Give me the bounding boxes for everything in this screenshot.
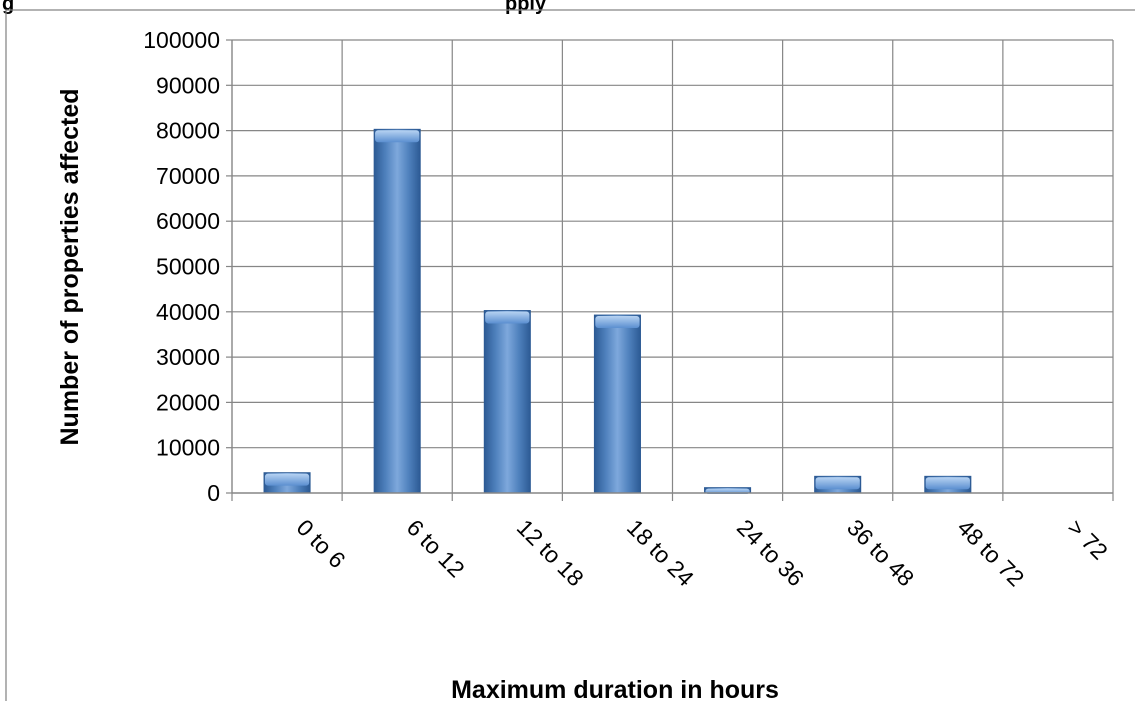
bar [373, 128, 421, 494]
gridlines [232, 39, 1114, 493]
chart-border [5, 9, 1135, 701]
bar-body [593, 314, 641, 494]
y-tick-label: 50000 [156, 254, 220, 280]
y-tick-label: 90000 [156, 72, 220, 98]
bar-cap [925, 477, 970, 490]
bar [814, 475, 862, 494]
x-tick-label: 48 to 72 [952, 514, 1029, 591]
bar-cap [595, 315, 640, 328]
y-tick-label: 10000 [156, 435, 220, 461]
y-axis-ticks: 0 10000 20000 30000 40000 50000 60000 70000 8000… [143, 27, 232, 506]
bar [924, 475, 972, 494]
bar-cap [485, 311, 530, 324]
x-tick-label: > 72 [1062, 514, 1112, 564]
bar [593, 314, 641, 494]
bar [483, 310, 531, 494]
figure-caption-left: g [2, 0, 14, 15]
figure-caption-right: pply [505, 0, 547, 15]
x-tick-label: 18 to 24 [622, 514, 699, 591]
x-axis-tick-labels: 0 to 6 6 to 12 12 to 18 18 to 24 24 to 36 36 … [292, 514, 1113, 591]
y-tick-label: 40000 [156, 299, 220, 325]
bar-body [483, 310, 531, 494]
x-tick-label: 24 to 36 [732, 514, 809, 591]
y-tick-label: 30000 [156, 344, 220, 370]
bar-cap [815, 477, 860, 490]
bar-body [373, 128, 421, 494]
x-tick-label: 0 to 6 [292, 514, 351, 573]
y-axis-title: Number of properties affected [56, 88, 84, 445]
y-tick-label: 20000 [156, 389, 220, 415]
bar-cap [264, 473, 310, 486]
y-tick-label: 80000 [156, 118, 220, 144]
y-tick-label: 60000 [156, 208, 220, 234]
y-tick-label: 70000 [156, 163, 220, 189]
axes [231, 40, 1114, 501]
bars [263, 128, 972, 494]
x-tick-label: 36 to 48 [842, 514, 919, 591]
x-axis-title: Maximum duration in hours [451, 676, 779, 701]
bar-cap [375, 130, 420, 143]
y-tick-label: 0 [207, 480, 220, 506]
x-tick-label: 12 to 18 [512, 514, 589, 591]
bar [263, 472, 311, 494]
x-tick-label: 6 to 12 [402, 514, 470, 582]
y-tick-label: 100000 [143, 27, 220, 53]
